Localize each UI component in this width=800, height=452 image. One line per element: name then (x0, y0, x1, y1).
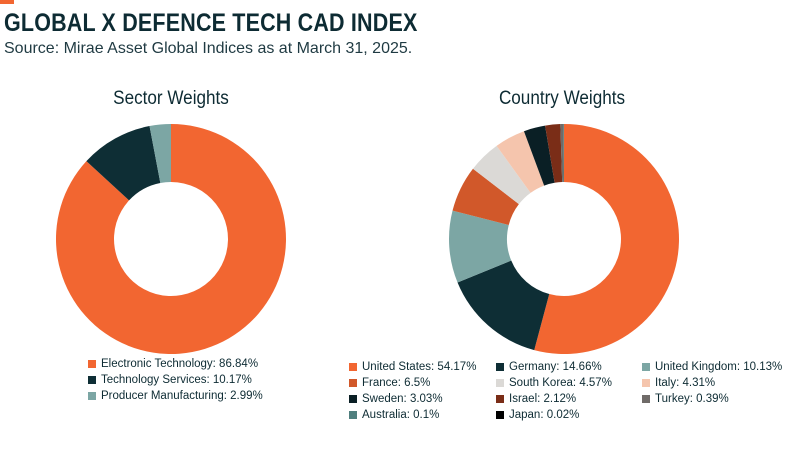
page-title: GLOBAL X DEFENCE TECH CAD INDEX (4, 9, 418, 37)
legend-label: France: 6.5% (362, 377, 431, 389)
slice-australia (563, 124, 564, 183)
legend-swatch (496, 395, 504, 403)
slice-sweden (523, 125, 555, 186)
legend-label: South Korea: 4.57% (509, 377, 612, 389)
country-legend-item: United Kingdom: 10.13% (642, 361, 782, 373)
slice-electronic-technology (55, 124, 286, 354)
country-donut-chart (449, 124, 680, 355)
country-legend-item: United States: 54.17% (349, 361, 476, 373)
legend-swatch (349, 379, 357, 387)
legend-label: Turkey: 0.39% (655, 393, 729, 405)
country-legend-item: Germany: 14.66% (496, 361, 602, 373)
sector-legend-item: Technology Services: 10.17% (88, 374, 252, 386)
legend-label: Producer Manufacturing: 2.99% (101, 390, 263, 402)
legend-swatch (88, 392, 96, 400)
legend-label: United Kingdom: 10.13% (655, 361, 783, 373)
legend-label: Electronic Technology: 86.84% (101, 358, 259, 370)
sector-legend-item: Producer Manufacturing: 2.99% (88, 390, 263, 402)
sector-chart-title: Sector Weights (113, 88, 229, 109)
legend-swatch (496, 363, 504, 371)
country-legend-item: France: 6.5% (349, 377, 430, 389)
accent-bar (0, 0, 14, 4)
country-legend-item: Australia: 0.1% (349, 409, 439, 421)
slice-germany (457, 260, 550, 351)
legend-swatch (88, 376, 96, 384)
legend-label: Germany: 14.66% (509, 361, 602, 373)
legend-label: Technology Services: 10.17% (101, 374, 252, 386)
legend-swatch (642, 379, 650, 387)
slice-turkey (560, 124, 564, 183)
legend-label: Italy: 4.31% (655, 377, 716, 389)
slice-france (452, 168, 519, 225)
legend-swatch (349, 411, 357, 419)
legend-swatch (349, 363, 357, 371)
legend-swatch (88, 360, 96, 368)
country-legend-item: Turkey: 0.39% (642, 393, 729, 405)
legend-swatch (349, 395, 357, 403)
legend-label: Japan: 0.02% (509, 409, 580, 421)
country-legend-item: Japan: 0.02% (496, 409, 579, 421)
slice-israel (545, 124, 563, 183)
legend-swatch (642, 395, 650, 403)
slice-united-kingdom (449, 210, 512, 283)
sector-legend-item: Electronic Technology: 86.84% (88, 358, 258, 370)
legend-label: Israel: 2.12% (509, 393, 577, 405)
legend-swatch (496, 411, 504, 419)
legend-swatch (496, 379, 504, 387)
country-legend-item: Sweden: 3.03% (349, 393, 443, 405)
legend-label: Australia: 0.1% (362, 409, 440, 421)
page-subtitle: Source: Mirae Asset Global Indices as at… (4, 40, 413, 57)
legend-label: United States: 54.17% (362, 361, 477, 373)
country-legend-item: Italy: 4.31% (642, 377, 715, 389)
slice-technology-services (86, 126, 161, 201)
country-legend-item: South Korea: 4.57% (496, 377, 612, 389)
slice-united-states (534, 124, 680, 355)
sector-donut-chart (55, 124, 286, 354)
slice-italy (496, 131, 545, 193)
legend-swatch (642, 363, 650, 371)
legend-label: Sweden: 3.03% (362, 393, 443, 405)
country-legend-item: Israel: 2.12% (496, 393, 576, 405)
country-chart-title: Country Weights (498, 88, 626, 109)
slice-producer-manufacturing (149, 124, 171, 184)
slice-south-korea (472, 145, 531, 205)
